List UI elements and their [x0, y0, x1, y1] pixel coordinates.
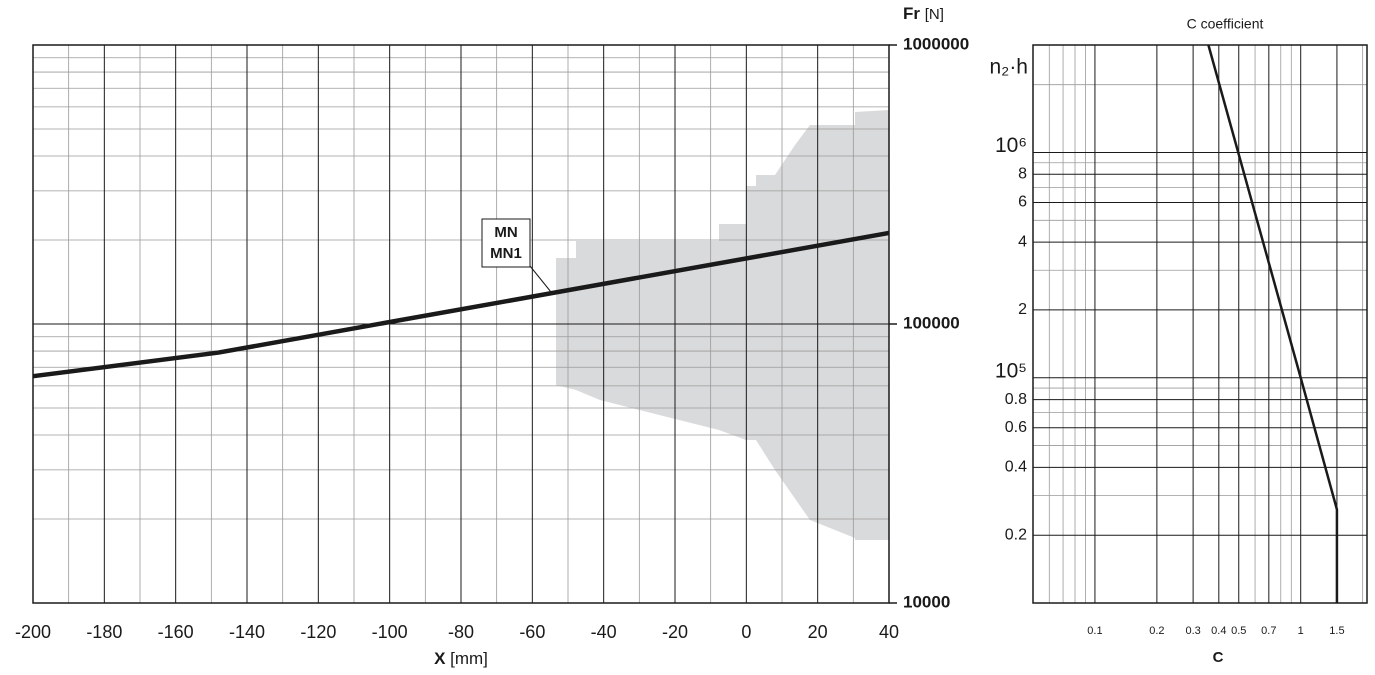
- chart-title: C coefficient: [1187, 16, 1264, 32]
- coefficient-chart: 0.2 0.4 0.6 0.8 10⁵ 2 4 6 8 10⁶ 0.1 0.2 0.3 0.4 0.5 0.7…: [995, 44, 1367, 637]
- x-tick-label: -140: [229, 622, 265, 642]
- shaded-region: [556, 110, 889, 540]
- y-tick-label: 0.4: [1005, 459, 1027, 476]
- x-tick-label: 0: [741, 622, 751, 642]
- y-tick-label: 0.8: [1005, 391, 1027, 408]
- y-axis-label: Fr [N]: [903, 4, 944, 23]
- y-label-unit: [N]: [925, 6, 944, 23]
- plot-frame: [1032, 44, 1368, 604]
- x-tick-label: -60: [519, 622, 545, 642]
- x-tick-label: 0.1: [1087, 625, 1102, 637]
- x-tick-label: -80: [448, 622, 474, 642]
- y-tick-label: 0.2: [1005, 526, 1027, 543]
- y-tick-label: 100000: [903, 313, 960, 332]
- plot-frame: [32, 44, 890, 604]
- x-tick-label: -180: [86, 622, 122, 642]
- x-label-symbol: X: [434, 649, 446, 668]
- y-tick-label: 2: [1018, 301, 1027, 318]
- x-tick-label: -100: [372, 622, 408, 642]
- y-tick-label: 1000000: [903, 34, 969, 53]
- data-line: [1207, 44, 1339, 603]
- y-tick-label: 0.6: [1005, 419, 1027, 436]
- x-tick-label: -160: [158, 622, 194, 642]
- annotation-leader: [529, 265, 552, 293]
- y-axis-label: n₂·h: [989, 56, 1028, 79]
- x-axis-label: C: [1213, 649, 1224, 666]
- y-tick-label: 10⁵: [995, 359, 1027, 382]
- y-tick-label: 10⁶: [995, 134, 1027, 157]
- y-tick-label: 10000: [903, 592, 950, 611]
- x-tick-label: 1.5: [1329, 625, 1344, 637]
- data-line: [32, 230, 890, 379]
- y-tick-label: 8: [1018, 166, 1027, 183]
- y-label-symbol: Fr: [903, 4, 920, 23]
- x-tick-label: 40: [879, 622, 899, 642]
- x-tick-label: 0.7: [1261, 625, 1276, 637]
- x-label-unit: [mm]: [450, 649, 488, 668]
- annotation: MN1: [490, 245, 522, 262]
- y-tick-label: 4: [1018, 233, 1027, 250]
- annotation: MN: [494, 224, 517, 241]
- x-tick-label: 20: [808, 622, 828, 642]
- x-tick-label: 0.3: [1185, 625, 1200, 637]
- x-tick-label: 0.2: [1149, 625, 1164, 637]
- x-tick-label: 1: [1298, 625, 1304, 637]
- x-tick-label: 0.5: [1231, 625, 1246, 637]
- x-tick-label: -120: [300, 622, 336, 642]
- x-tick-label: -40: [591, 622, 617, 642]
- x-tick-label: 0.4: [1211, 625, 1226, 637]
- y-tick-label: 6: [1018, 194, 1027, 211]
- annotation-box: [481, 218, 531, 268]
- x-tick-label: -200: [15, 622, 51, 642]
- x-axis-label: X [mm]: [434, 649, 488, 668]
- x-tick-label: -20: [662, 622, 688, 642]
